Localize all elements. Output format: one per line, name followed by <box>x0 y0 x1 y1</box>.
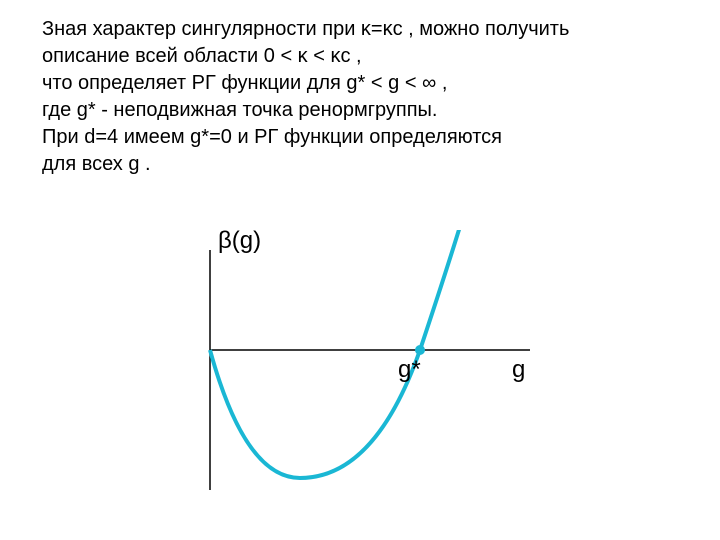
text-line: для всех g . <box>42 151 700 178</box>
text-line: где g* - неподвижная точка ренормгруппы. <box>42 97 700 124</box>
beta-function-chart: β(g) g* g <box>150 230 550 510</box>
text-line: описание всей области 0 < κ < κc , <box>42 43 700 70</box>
x-axis-label: g <box>512 356 525 384</box>
text-line: Зная характер сингулярности при κ=κc , м… <box>42 16 700 43</box>
beta-curve <box>210 230 465 478</box>
description-text: Зная характер сингулярности при κ=κc , м… <box>42 16 700 178</box>
gstar-label: g* <box>398 356 421 384</box>
chart-svg <box>150 230 550 510</box>
y-axis-label: β(g) <box>218 227 261 255</box>
text-line: что определяет РГ функции для g* < g < ∞… <box>42 70 700 97</box>
text-line: При d=4 имеем g*=0 и РГ функции определя… <box>42 124 700 151</box>
gstar-point <box>415 345 425 355</box>
